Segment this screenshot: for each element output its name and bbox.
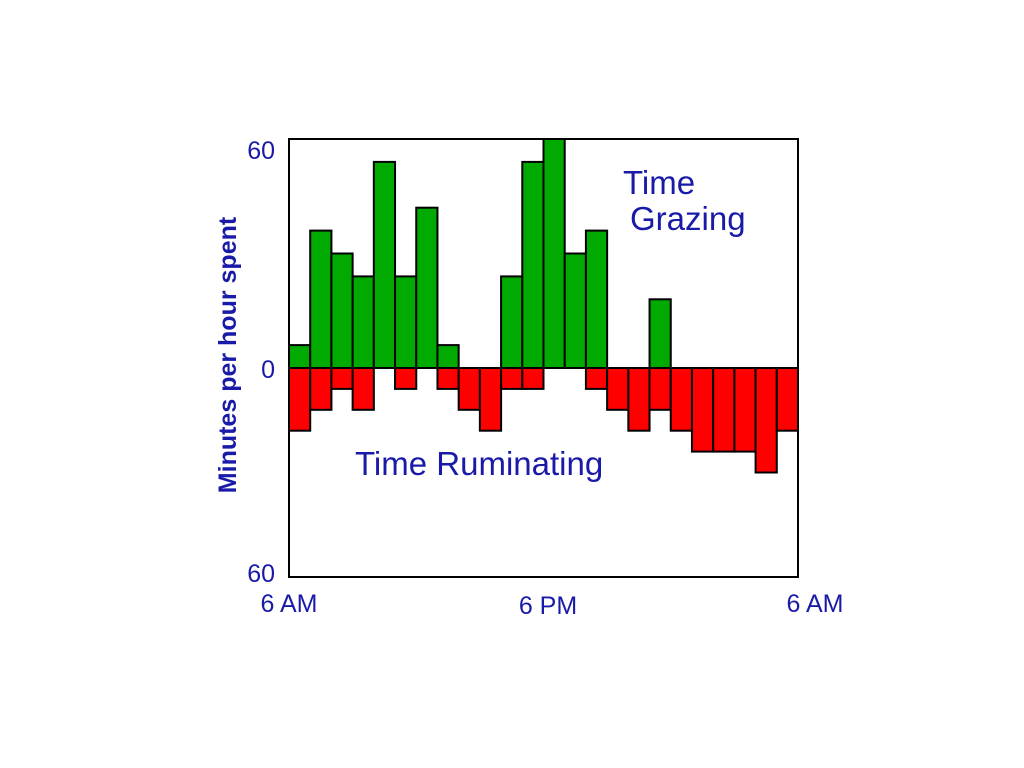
ruminating-bar-21 (712, 367, 736, 453)
x-tick-start: 6 AM (261, 590, 318, 618)
grazing-bar-4 (351, 275, 375, 369)
grazing-bar-11 (500, 275, 524, 369)
ruminating-bar-24 (775, 367, 799, 432)
ruminating-bar-19 (669, 367, 693, 432)
ruminating-bar-6 (394, 367, 418, 390)
grazing-bar-3 (330, 252, 354, 369)
y-tick-top: 60 (247, 137, 275, 165)
ruminating-bar-17 (627, 367, 651, 432)
ruminating-bar-18 (648, 367, 672, 411)
grazing-bar-15 (584, 229, 609, 369)
annotation-grazing-line2: Grazing (630, 200, 746, 237)
grazing-bar-2 (309, 229, 333, 369)
grazing-bar-7 (415, 206, 439, 369)
grazing-bar-12 (521, 160, 545, 369)
grazing-bar-13 (542, 138, 566, 369)
ruminating-bar-1 (288, 367, 312, 432)
grazing-bar-14 (563, 252, 587, 369)
annotation-ruminating: Time Ruminating (355, 445, 603, 482)
ruminating-bar-15 (584, 367, 609, 390)
ruminating-bar-10 (478, 367, 503, 432)
ruminating-bar-12 (521, 367, 545, 390)
y-tick-bottom: 60 (247, 560, 275, 588)
y-tick-zero: 0 (261, 356, 275, 384)
ruminating-bar-4 (351, 367, 375, 411)
bars-group (288, 138, 799, 474)
y-axis-label: Minutes per hour spent (214, 216, 242, 493)
x-tick-end: 6 AM (787, 590, 844, 618)
grazing-bar-6 (394, 275, 418, 369)
ruminating-bar-2 (309, 367, 333, 411)
grazing-bar-5 (372, 160, 397, 369)
grazing-bar-8 (436, 344, 460, 370)
ruminating-bar-9 (457, 367, 481, 411)
ruminating-bar-3 (330, 367, 354, 390)
ruminating-bar-8 (436, 367, 460, 390)
annotation-grazing-line1: Time (623, 164, 695, 201)
x-tick-middle: 6 PM (519, 592, 577, 620)
ruminating-bar-20 (690, 367, 715, 453)
grazing-bar-1 (288, 344, 312, 370)
ruminating-bar-11 (500, 367, 524, 390)
ruminating-bar-23 (754, 367, 778, 474)
grazing-bar-18 (648, 298, 672, 369)
ruminating-bar-16 (606, 367, 630, 411)
ruminating-bar-22 (733, 367, 757, 453)
